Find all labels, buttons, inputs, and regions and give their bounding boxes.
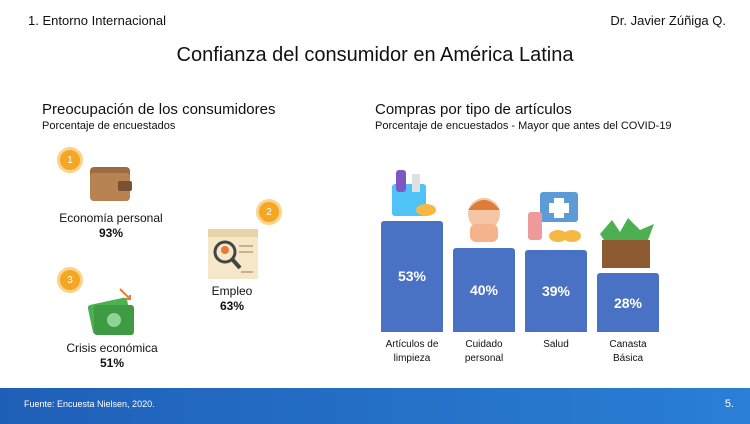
money-icon [87, 288, 134, 335]
section-label: 1. Entorno Internacional [28, 13, 167, 28]
rank-badge: 3 [57, 267, 83, 293]
item-percent: 93% [98, 226, 124, 240]
bar [453, 248, 515, 332]
care-icon [468, 198, 500, 242]
category-label: Canasta Básica [609, 339, 647, 364]
value-label: 28% [613, 294, 643, 311]
category-label: Salud [543, 339, 569, 350]
bar [597, 273, 659, 332]
value-label: 40% [469, 282, 499, 298]
value-label: 53% [397, 268, 427, 285]
item-percent: 63% [219, 299, 245, 313]
chart-subtitle: Porcentaje de encuestados - Mayor que an… [375, 120, 672, 132]
value-label: 39% [541, 283, 571, 300]
footer: Fuente: Encuesta Nielsen, 2020. 5. [0, 388, 750, 424]
panel-title: Preocupación de los consumidores [42, 101, 276, 118]
author: Dr. Javier Zúñiga Q. [610, 13, 726, 28]
category-label: Artículos de limpieza [385, 339, 439, 364]
bar [381, 220, 443, 332]
wallet-icon [90, 167, 132, 201]
job-icon [208, 229, 258, 279]
item-percent: 51% [99, 356, 125, 370]
rank-badge: 2 [256, 199, 282, 225]
health-icon [528, 192, 581, 242]
item-label: Crisis económica [66, 341, 158, 355]
category-label: Cuidado personal [464, 339, 504, 364]
source: Fuente: Encuesta Nielsen, 2020. [24, 399, 155, 409]
slide-title: Confianza del consumidor en América Lati… [176, 44, 574, 66]
basket-icon [600, 218, 654, 268]
item-label: Economía personal [59, 211, 163, 225]
rank-badge: 1 [57, 147, 83, 173]
item-label: Empleo [211, 284, 253, 298]
page-number: 5. [724, 398, 734, 410]
bar [525, 250, 587, 332]
chart-title: Compras por tipo de artículos [375, 101, 572, 118]
cleaning-icon [392, 170, 436, 216]
panel-subtitle: Porcentaje de encuestados [42, 120, 176, 132]
